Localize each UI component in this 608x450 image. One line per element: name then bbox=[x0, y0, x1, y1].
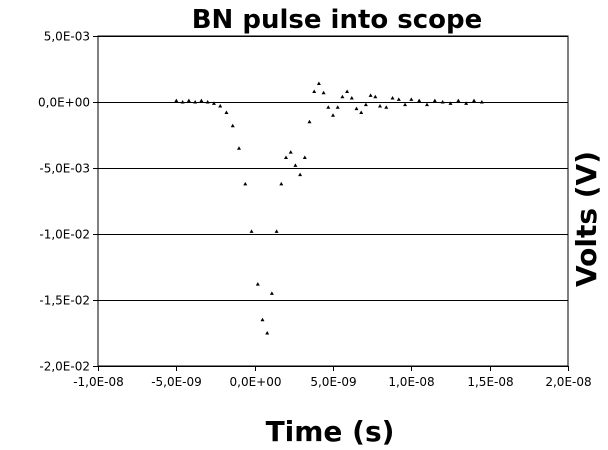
data-point bbox=[186, 98, 191, 103]
data-point bbox=[265, 331, 270, 335]
data-point bbox=[288, 150, 293, 154]
data-point bbox=[345, 89, 350, 93]
data-point bbox=[349, 96, 354, 100]
data-point bbox=[205, 100, 210, 104]
data-point bbox=[373, 94, 378, 99]
data-point bbox=[243, 181, 248, 186]
data-point bbox=[312, 89, 317, 93]
data-point bbox=[255, 282, 260, 286]
data-point bbox=[464, 101, 469, 105]
data-point bbox=[316, 81, 321, 86]
data-point bbox=[425, 102, 429, 107]
data-point bbox=[269, 291, 274, 295]
x-tick-label: 1,0E-08 bbox=[388, 375, 434, 389]
data-point bbox=[302, 155, 307, 159]
y-tick-label: 5,0E-03 bbox=[44, 30, 90, 44]
data-point bbox=[390, 96, 395, 100]
x-tick-label: -1,0E-08 bbox=[73, 375, 124, 389]
y-tick-label: -2,0E-02 bbox=[39, 360, 90, 374]
data-point bbox=[335, 105, 340, 109]
data-point bbox=[307, 119, 312, 124]
x-tick-label: 5,0E-09 bbox=[310, 375, 356, 389]
chart-title: BN pulse into scope bbox=[192, 5, 483, 35]
data-point bbox=[279, 181, 284, 186]
data-point bbox=[260, 317, 265, 322]
data-point bbox=[440, 100, 445, 104]
x-tick-label: 2,0E-08 bbox=[545, 375, 591, 389]
data-point bbox=[199, 98, 204, 103]
plot-area bbox=[97, 35, 569, 367]
y-tick-label: -1,5E-02 bbox=[39, 294, 90, 308]
y-tick-label: -1,0E-02 bbox=[39, 228, 90, 242]
data-point bbox=[218, 103, 223, 108]
data-point bbox=[472, 98, 476, 103]
data-point bbox=[456, 98, 461, 103]
data-point bbox=[479, 100, 484, 104]
data-point bbox=[180, 100, 185, 104]
y-axis-ticks: 5,0E-03 0,0E+00 -5,0E-03 -1,0E-02 -1,5E-02 -2… bbox=[38, 30, 98, 374]
y-tick-label: 0,0E+00 bbox=[38, 96, 90, 110]
data-point bbox=[293, 163, 298, 167]
data-point bbox=[354, 106, 359, 111]
x-axis-ticks: -1,0E-08 -5,0E-09 0,0E+00 5,0E-09 1,0E-08 1,5… bbox=[73, 366, 592, 389]
data-point bbox=[409, 97, 414, 101]
data-point bbox=[174, 98, 179, 103]
data-point bbox=[396, 97, 401, 101]
x-tick-label: 0,0E+00 bbox=[230, 375, 282, 389]
data-point bbox=[230, 123, 235, 128]
data-point bbox=[378, 103, 382, 108]
data-point bbox=[326, 105, 331, 109]
x-tick-label: 1,5E-08 bbox=[467, 375, 513, 389]
data-point bbox=[368, 93, 373, 97]
data-point bbox=[237, 146, 241, 150]
y-axis-title: Volts (V) bbox=[570, 151, 603, 287]
data-point bbox=[298, 172, 303, 177]
data-point bbox=[384, 105, 389, 109]
x-axis-title: Time (s) bbox=[266, 415, 395, 448]
y-tick-label: -5,0E-03 bbox=[39, 162, 90, 176]
gridlines bbox=[98, 36, 568, 367]
data-point bbox=[448, 101, 453, 105]
data-point bbox=[224, 110, 229, 115]
data-point bbox=[340, 94, 345, 99]
data-point bbox=[284, 155, 288, 159]
x-tick-label: -5,0E-09 bbox=[151, 375, 202, 389]
data-point bbox=[193, 100, 198, 104]
data-point bbox=[359, 110, 364, 115]
data-point bbox=[321, 90, 326, 95]
data-point bbox=[432, 98, 437, 103]
data-point bbox=[403, 102, 408, 107]
data-points bbox=[174, 81, 484, 335]
data-point bbox=[417, 98, 422, 103]
data-point bbox=[211, 101, 216, 105]
data-point bbox=[331, 113, 335, 117]
data-point bbox=[274, 229, 279, 233]
data-point bbox=[363, 102, 368, 107]
data-point bbox=[249, 229, 254, 233]
